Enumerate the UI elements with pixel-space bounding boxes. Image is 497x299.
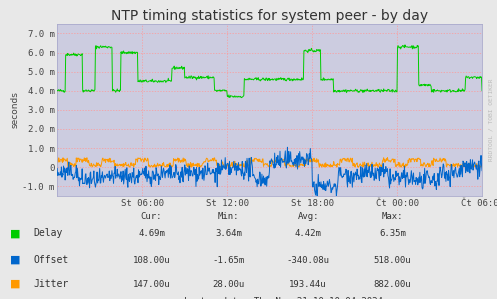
Text: 882.00u: 882.00u: [374, 280, 412, 289]
Text: -340.08u: -340.08u: [287, 256, 330, 265]
Text: 4.69m: 4.69m: [138, 229, 165, 238]
Text: ■: ■: [10, 279, 20, 289]
Text: 108.00u: 108.00u: [133, 256, 170, 265]
Text: 147.00u: 147.00u: [133, 280, 170, 289]
Text: Cur:: Cur:: [141, 212, 163, 221]
Text: ■: ■: [10, 228, 20, 238]
Text: Last update: Thu Nov 21 10:10:04 2024: Last update: Thu Nov 21 10:10:04 2024: [184, 298, 383, 299]
Text: RRDTOOL / TOBI OETIKER: RRDTOOL / TOBI OETIKER: [489, 78, 494, 161]
Text: Offset: Offset: [34, 255, 69, 265]
Y-axis label: seconds: seconds: [10, 91, 19, 128]
Title: NTP timing statistics for system peer - by day: NTP timing statistics for system peer - …: [111, 9, 428, 23]
Text: 518.00u: 518.00u: [374, 256, 412, 265]
Text: Min:: Min:: [218, 212, 240, 221]
Text: 3.64m: 3.64m: [215, 229, 242, 238]
Text: 4.42m: 4.42m: [295, 229, 322, 238]
Text: Delay: Delay: [34, 228, 63, 238]
Text: 193.44u: 193.44u: [289, 280, 327, 289]
Text: Avg:: Avg:: [297, 212, 319, 221]
Text: -1.65m: -1.65m: [213, 256, 245, 265]
Text: ■: ■: [10, 255, 20, 265]
Text: Max:: Max:: [382, 212, 404, 221]
Text: 6.35m: 6.35m: [379, 229, 406, 238]
Text: Jitter: Jitter: [34, 279, 69, 289]
Text: 28.00u: 28.00u: [213, 280, 245, 289]
